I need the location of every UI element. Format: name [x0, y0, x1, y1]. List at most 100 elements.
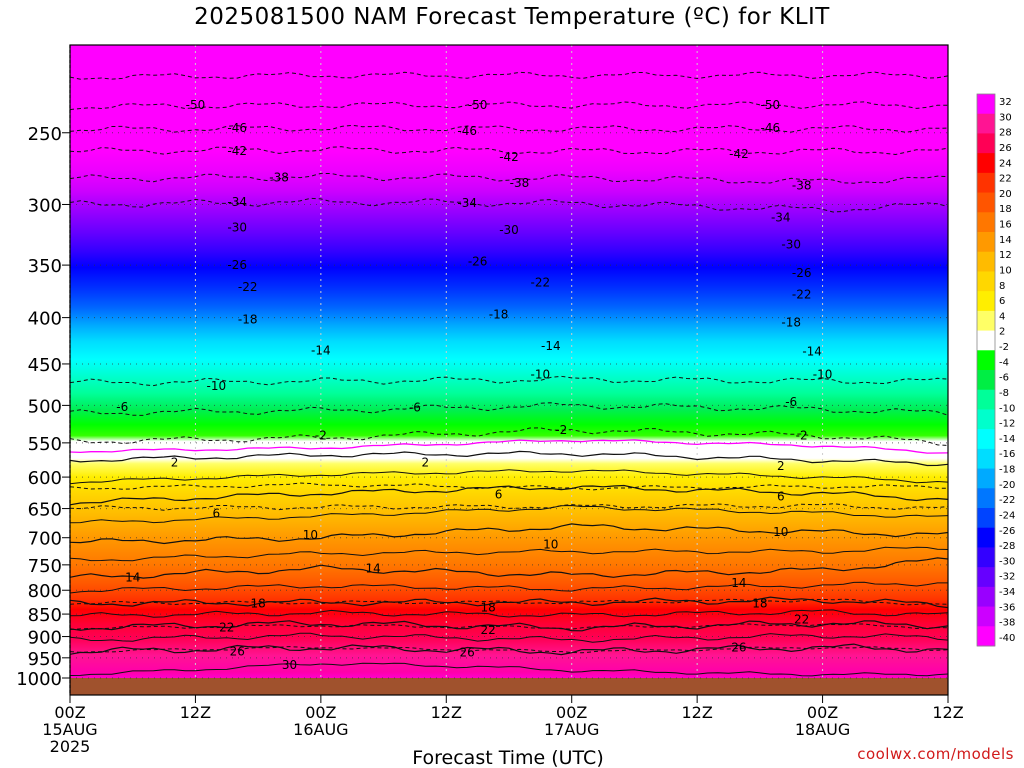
contour-label: -18: [489, 308, 509, 322]
colorbar-swatch: [977, 251, 995, 272]
colorbar-tick-label: -4: [999, 357, 1009, 368]
colorbar-swatch: [977, 626, 995, 647]
contour-label: -22: [792, 287, 812, 301]
x-tick-date-label: 17AUG: [544, 720, 599, 739]
y-tick-label: 600: [28, 468, 62, 489]
colorbar-tick-label: 20: [999, 189, 1012, 200]
contour-label: -22: [238, 280, 258, 294]
colorbar-tick-label: 30: [999, 112, 1012, 123]
x-tick-label: 12Z: [180, 703, 211, 722]
colorbar-tick-label: 8: [999, 281, 1005, 292]
isotherm-solid: [69, 484, 949, 506]
contour-label: 14: [365, 562, 380, 576]
colorbar-tick-label: -10: [999, 403, 1015, 414]
contour-label: -50: [468, 98, 488, 112]
y-tick-label: 350: [28, 256, 62, 277]
colorbar-swatch: [977, 94, 995, 115]
colorbar-tick-label: -24: [999, 510, 1015, 521]
isotherm-contours: [69, 71, 949, 677]
contour-label: -2: [315, 429, 327, 443]
contour-label: -18: [781, 316, 801, 330]
isotherm-solid: [69, 450, 949, 467]
chart-title: 2025081500 NAM Forecast Temperature (ºC)…: [194, 4, 830, 30]
temperature-field-bands: [70, 45, 948, 678]
x-axis-label: Forecast Time (UTC): [412, 747, 603, 768]
contour-label: -38: [269, 170, 289, 184]
colorbar-swatch: [977, 350, 995, 371]
x-tick-label: 12Z: [932, 703, 963, 722]
freezing-line: [69, 439, 949, 454]
contour-label: -6: [116, 400, 128, 414]
contour-label: 6: [777, 489, 785, 503]
isotherm-solid: [69, 662, 949, 677]
isotherm-solid: [69, 523, 949, 545]
isotherm-dashed: [69, 197, 949, 213]
contour-label: -10: [531, 367, 551, 381]
isotherm-solid: [69, 557, 949, 579]
contour-label: 22: [480, 623, 495, 637]
contour-label: -6: [409, 401, 421, 415]
colorbar-tick-label: 32: [999, 97, 1012, 108]
contour-label: -46: [761, 121, 781, 135]
contour-label: -30: [781, 237, 801, 251]
colorbar-tick-label: 2: [999, 327, 1005, 338]
colorbar-tick-label: -2: [999, 342, 1009, 353]
axes: 2503003504004505005506006507007508008509…: [16, 44, 964, 756]
y-tick-label: 450: [28, 355, 62, 376]
y-tick-label: 550: [28, 434, 62, 455]
colorbar-swatch: [977, 429, 995, 450]
x-tick-label: 12Z: [681, 703, 712, 722]
contour-label: -10: [813, 367, 833, 381]
x-tick-date-label: 16AUG: [293, 720, 348, 739]
contour-label: -22: [531, 276, 551, 290]
y-tick-label: 650: [28, 500, 62, 521]
colorbar-tick-label: 6: [999, 296, 1005, 307]
contour-label: 30: [282, 658, 297, 672]
isotherm-solid: [69, 632, 949, 643]
colorbar-swatch: [977, 192, 995, 213]
contour-label: 2: [422, 455, 430, 469]
isotherm-dashed: [69, 101, 948, 111]
contour-label: -50: [186, 98, 206, 112]
colorbar-tick-label: -12: [999, 419, 1015, 430]
colorbar-tick-label: 22: [999, 174, 1012, 185]
x-tick-date-label: 15AUG: [42, 720, 97, 739]
contour-label: -30: [227, 220, 247, 234]
colorbar-swatch: [977, 310, 995, 332]
y-tick-label: 700: [28, 529, 62, 550]
colorbar-tick-label: 12: [999, 250, 1012, 261]
contour-label: 18: [480, 601, 495, 615]
colorbar-swatch: [977, 527, 995, 548]
y-tick-label: 500: [28, 396, 62, 417]
contour-label: 2: [171, 455, 179, 469]
contour-label: 6: [495, 487, 503, 501]
isotherm-dashed: [69, 124, 949, 133]
contour-label: -42: [227, 144, 247, 158]
colorbar-swatch: [977, 113, 995, 134]
contour-label: 2: [777, 459, 785, 473]
colorbar-swatch: [977, 409, 995, 430]
colorbar-tick-label: -20: [999, 480, 1015, 491]
isotherm-solid: [69, 581, 948, 594]
colorbar-tick-label: 28: [999, 128, 1012, 139]
isotherm-dashed: [69, 503, 949, 511]
colorbar-tick-label: 18: [999, 204, 1012, 215]
contour-label: -10: [207, 379, 227, 393]
y-tick-label: 300: [28, 195, 62, 216]
x-tick-label: 00Z: [305, 703, 336, 722]
contour-label: -34: [771, 210, 791, 224]
contour-label: -18: [238, 313, 258, 327]
colorbar-swatch: [977, 271, 995, 292]
contour-label: 26: [460, 645, 475, 659]
colorbar-swatch: [977, 133, 995, 154]
y-tick-label: 400: [28, 309, 62, 330]
contour-label: 18: [752, 596, 767, 610]
colorbar-swatch: [977, 232, 995, 253]
colorbar-tick-label: 16: [999, 220, 1012, 231]
contour-label: 22: [219, 621, 234, 635]
colorbar-swatch: [977, 172, 995, 194]
colorbar-swatch: [977, 488, 995, 509]
colorbar-swatch: [977, 508, 995, 529]
contour-label: 10: [773, 525, 788, 539]
